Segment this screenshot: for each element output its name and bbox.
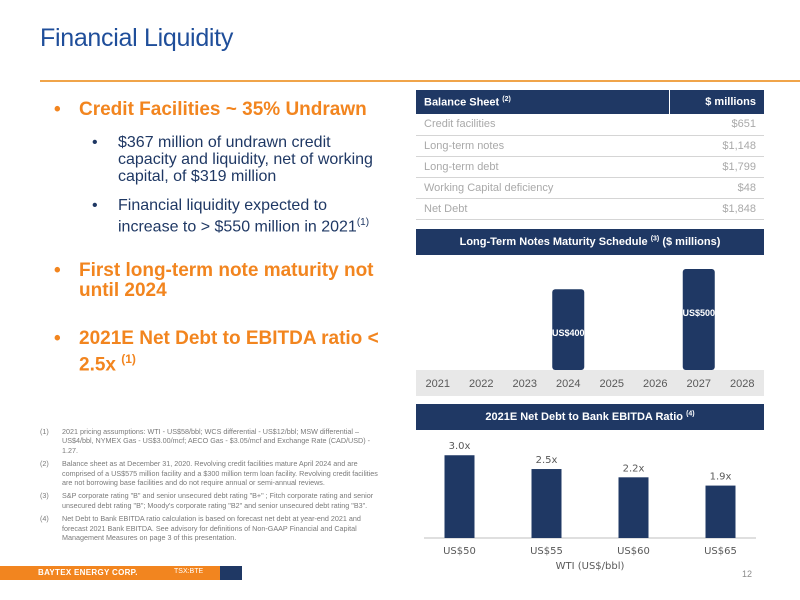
data-label: 2.2x — [623, 463, 645, 474]
footnotes: (1) 2021 pricing assumptions: WTI - US$58… — [40, 427, 382, 546]
data-label: 3.0x — [449, 441, 471, 452]
x-tick-label: 2026 — [643, 378, 667, 390]
bullet-net-debt-ratio: 2021E Net Debt to EBITDA ratio < 2.5x (1… — [52, 329, 382, 375]
row-label: Credit facilities — [416, 114, 669, 136]
footnote: (3) S&P corporate rating "B" and senior u… — [40, 491, 374, 510]
bar — [552, 289, 585, 370]
footnote-ref: (1) — [356, 217, 370, 228]
ticker-label: TSX:BTE — [174, 568, 204, 575]
balance-sheet-table: Balance Sheet (2) $ millions Credit faci… — [416, 90, 764, 220]
x-axis-title: WTI (US$/bbl) — [556, 561, 625, 572]
maturity-chart-banner: Long-Term Notes Maturity Schedule (3) ($… — [416, 229, 764, 255]
x-tick-label: US$50 — [443, 546, 476, 557]
x-tick-label: 2028 — [730, 378, 754, 390]
page-title: Financial Liquidity — [40, 24, 234, 52]
row-label: Long-term notes — [416, 135, 669, 157]
sub-bullet-liquidity: Financial liquidity expected to increase… — [92, 197, 382, 235]
title-divider — [40, 80, 800, 82]
x-tick-label: 2025 — [600, 378, 624, 390]
row-value: $1,848 — [669, 198, 764, 220]
row-value: $651 — [669, 114, 764, 136]
sub-bullet-liquidity-text: Financial liquidity expected to increase… — [118, 197, 357, 236]
x-axis-band — [416, 370, 764, 396]
footnote: (4) Net Debt to Bank EBITDA ratio calcula… — [40, 514, 361, 543]
ratio-chart-banner: 2021E Net Debt to Bank EBITDA Ratio (4) — [416, 404, 764, 430]
x-tick-label: US$60 — [617, 546, 650, 557]
table-header-label: Balance Sheet (2) — [416, 90, 670, 114]
page-number: 12 — [742, 569, 753, 579]
bar — [618, 477, 649, 538]
x-tick-label: 2023 — [513, 378, 537, 390]
sub-bullet-list: $367 million of undrawn credit capacity … — [92, 134, 382, 235]
bar — [531, 469, 562, 538]
bar — [682, 269, 715, 370]
bullet-note-maturity-text: First long-term note maturity not until … — [79, 260, 374, 302]
sub-bullet-undrawn-text: $367 million of undrawn credit capacity … — [118, 134, 373, 185]
x-tick-label: 2024 — [556, 378, 580, 390]
row-value: $1,148 — [669, 135, 764, 157]
footer-band — [0, 566, 242, 580]
footnote-ref: (1) — [121, 352, 136, 367]
footnote: (2) Balance sheet as at December 31, 2020… — [40, 459, 378, 488]
table-row: Long-term debt $1,799 — [416, 156, 764, 178]
maturity-schedule-chart: 2021 2022 2023 US$400 2024 2025 2026 US$500 2027… — [416, 269, 764, 396]
table-row: Net Debt $1,848 — [416, 198, 764, 220]
bullet-credit-facilities-text: Credit Facilities ~ 35% Undrawn — [79, 99, 367, 120]
table-row: Working Capital deficiency $48 — [416, 177, 764, 199]
bullet-note-maturity: First long-term note maturity not until … — [52, 261, 382, 301]
x-tick-label: 2022 — [469, 378, 493, 390]
data-label: 1.9x — [710, 472, 732, 483]
footer-accent — [220, 566, 242, 580]
x-tick-label: 2027 — [687, 378, 711, 390]
table-header-row: Balance Sheet (2) $ millions — [416, 90, 764, 114]
bar — [705, 485, 736, 538]
data-label: US$400 — [552, 328, 585, 338]
x-tick-label: 2021 — [426, 378, 450, 390]
table-row: Long-term notes $1,148 — [416, 135, 764, 157]
bar — [444, 455, 475, 538]
sub-bullet-undrawn: $367 million of undrawn credit capacity … — [92, 134, 382, 185]
bullet-credit-facilities: Credit Facilities ~ 35% Undrawn — [52, 99, 382, 121]
row-value: $1,799 — [669, 156, 764, 178]
bullet-net-debt-ratio-text: 2021E Net Debt to EBITDA ratio < 2.5x — [79, 328, 379, 376]
x-tick-label: US$65 — [704, 546, 737, 557]
row-value: $48 — [669, 177, 764, 199]
data-label: US$500 — [682, 308, 715, 318]
row-label: Working Capital deficiency — [416, 177, 669, 199]
x-tick-label: US$55 — [530, 546, 563, 557]
table-row: Credit facilities $651 — [416, 114, 764, 136]
net-debt-ebitda-chart: 3.0x US$50 2.5x US$55 2.2x US$60 1.9x US$65 WTI … — [424, 441, 756, 572]
data-label: 2.5x — [536, 455, 558, 466]
footnote: (1) 2021 pricing assumptions: WTI - US$58… — [40, 427, 370, 455]
row-label: Long-term debt — [416, 156, 669, 178]
company-logo-text: BAYTEX ENERGY CORP. — [38, 568, 138, 577]
table-header-value: $ millions — [669, 90, 764, 114]
row-label: Net Debt — [416, 198, 669, 220]
left-content: Credit Facilities ~ 35% Undrawn $367 mil… — [52, 100, 382, 376]
